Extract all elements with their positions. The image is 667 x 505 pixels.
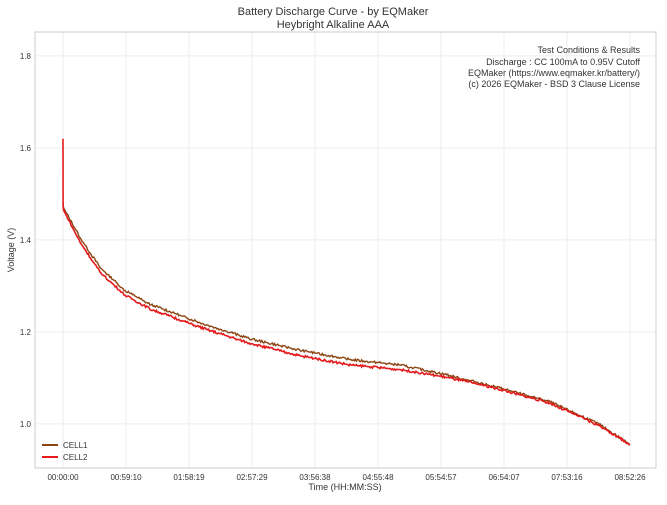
x-tick-label: 06:54:07 xyxy=(488,473,520,482)
x-axis-label: Time (HH:MM:SS) xyxy=(308,482,381,492)
annotation-box: Test Conditions & Results Discharge : CC… xyxy=(468,45,641,89)
x-tick-label: 04:55:48 xyxy=(362,473,394,482)
series-line-cell1 xyxy=(62,203,631,446)
annotation-line: Discharge : CC 100mA to 0.95V Cutoff xyxy=(486,57,640,67)
y-tick-label: 1.4 xyxy=(20,236,32,245)
plot-frame xyxy=(34,31,657,469)
axis-ticks: 00:00:00 00:59:10 01:58:19 02:57:29 03:56:38… xyxy=(20,52,646,482)
annotation-line: (c) 2026 EQMaker - BSD 3 Clause License xyxy=(468,79,640,89)
x-tick-label: 00:00:00 xyxy=(47,473,79,482)
legend-label-cell2: CELL2 xyxy=(63,453,88,462)
x-tick-label: 05:54:57 xyxy=(425,473,457,482)
annotation-line: Test Conditions & Results xyxy=(537,45,640,55)
x-tick-label: 07:53:16 xyxy=(551,473,583,482)
x-tick-label: 02:57:29 xyxy=(236,473,268,482)
x-tick-label: 00:59:10 xyxy=(110,473,142,482)
legend: CELL1 CELL2 xyxy=(42,441,88,462)
x-tick-label: 01:58:19 xyxy=(173,473,205,482)
legend-label-cell1: CELL1 xyxy=(63,441,88,450)
annotation-line: EQMaker (https://www.eqmaker.kr/battery/… xyxy=(468,68,640,78)
series-lines xyxy=(62,138,631,446)
grid xyxy=(35,32,656,468)
y-axis-label: Voltage (V) xyxy=(6,228,16,273)
y-tick-label: 1.8 xyxy=(20,52,32,61)
y-tick-label: 1.0 xyxy=(20,420,32,429)
y-tick-label: 1.6 xyxy=(20,144,32,153)
x-tick-label: 08:52:26 xyxy=(614,473,646,482)
series-line-cell2 xyxy=(62,138,631,446)
y-tick-label: 1.2 xyxy=(20,328,32,337)
x-tick-label: 03:56:38 xyxy=(299,473,331,482)
chart-title: Battery Discharge Curve - by EQMaker xyxy=(238,6,429,18)
chart-subtitle: Heybright Alkaline AAA xyxy=(277,19,390,31)
